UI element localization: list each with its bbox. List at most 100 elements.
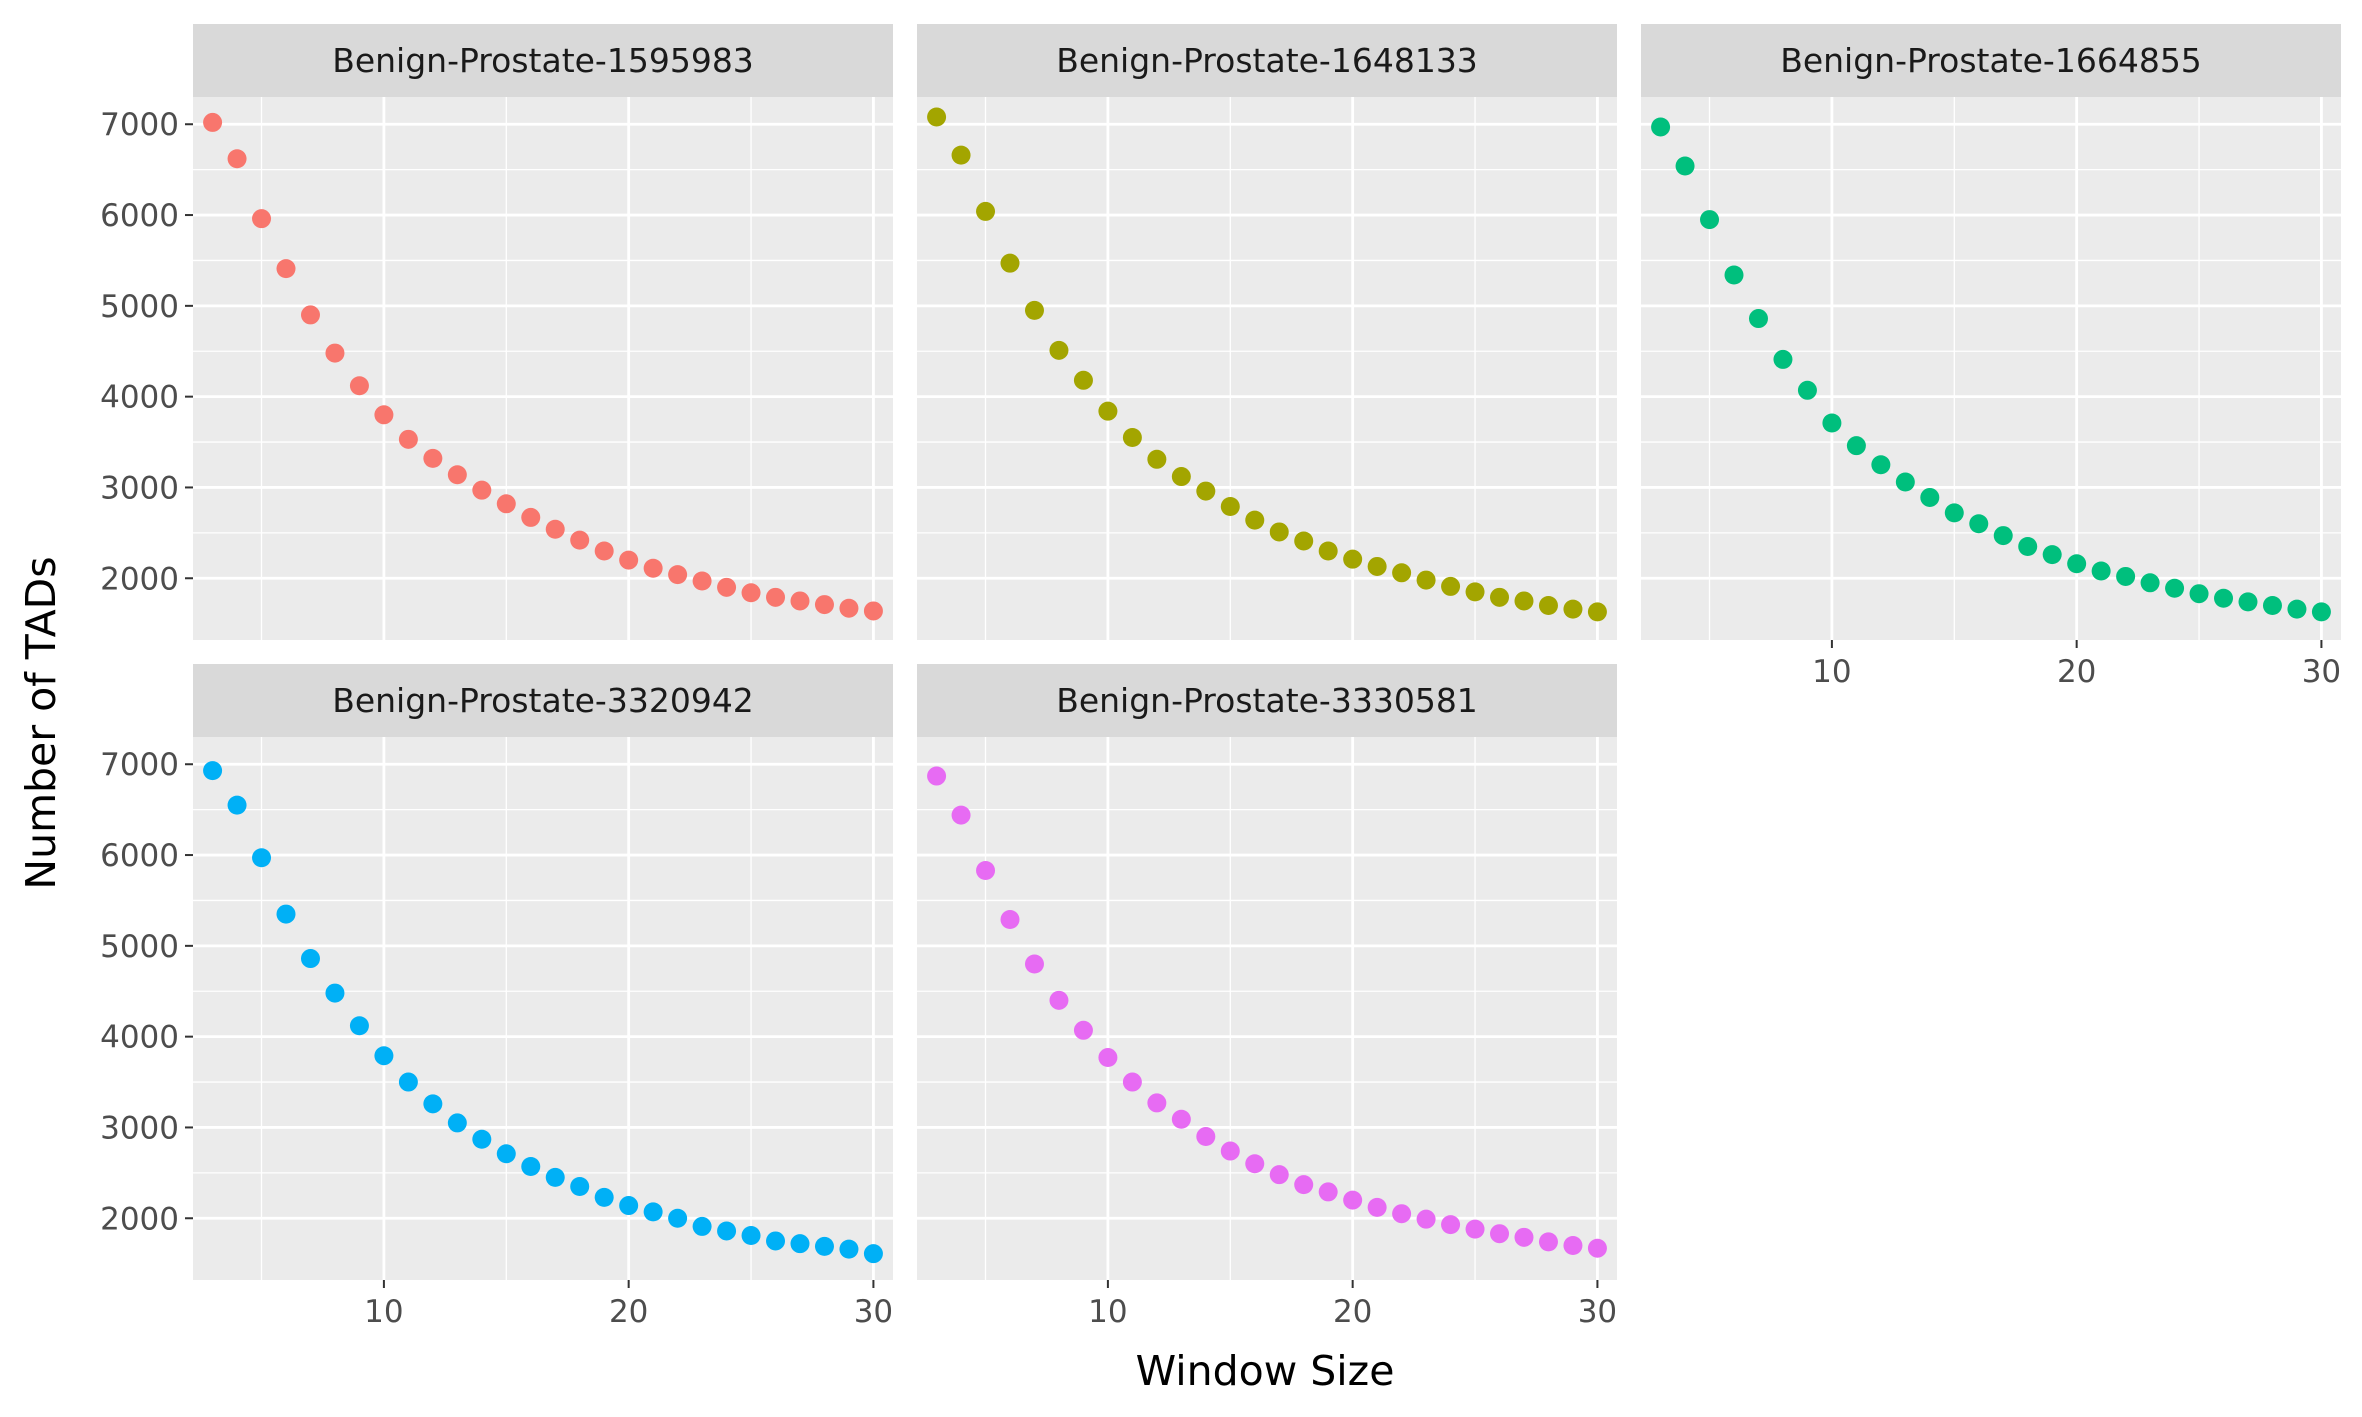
data-point [447, 465, 467, 485]
data-point [1343, 1190, 1363, 1210]
data-point [1490, 587, 1510, 607]
data-point [374, 1046, 394, 1066]
data-point [2287, 599, 2307, 619]
x-tick-label: 30 [1578, 1294, 1617, 1330]
data-point [1846, 436, 1866, 456]
y-tick-label: 6000 [100, 198, 179, 234]
y-tick-label: 2000 [100, 561, 179, 597]
data-point [1895, 472, 1915, 492]
data-point [1122, 428, 1142, 448]
data-point [300, 305, 320, 325]
data-point [1490, 1224, 1510, 1244]
data-point [325, 343, 345, 363]
data-point [1465, 582, 1485, 602]
data-point [790, 1234, 810, 1254]
panels-layer: Benign-Prostate-1595983 2000 3000 4000 5000 6… [100, 24, 2341, 1330]
data-point [692, 1216, 712, 1236]
data-point [423, 448, 443, 468]
data-point [1245, 510, 1265, 530]
data-point [814, 595, 834, 615]
x-tick-label: 10 [1088, 1294, 1127, 1330]
data-point [839, 598, 859, 618]
data-point [1748, 309, 1768, 329]
data-point [668, 565, 688, 585]
data-point [1049, 990, 1069, 1010]
data-point [1514, 591, 1534, 611]
data-point [203, 112, 223, 132]
data-point [927, 766, 947, 786]
data-point [643, 558, 663, 578]
data-point [325, 983, 345, 1003]
x-tick-label: 20 [2057, 654, 2096, 690]
facet-strip-label: Benign-Prostate-3330581 [1056, 681, 1478, 720]
data-point [643, 1202, 663, 1222]
data-point [863, 601, 883, 621]
facet-strip [1641, 24, 2341, 97]
panel-background [917, 737, 1617, 1280]
data-point [496, 1144, 516, 1164]
facet-strip-label: Benign-Prostate-3320942 [332, 681, 754, 720]
facet-strip [917, 24, 1617, 97]
data-point [252, 209, 272, 229]
y-tick-label: 3000 [100, 1110, 179, 1146]
y-tick-label: 3000 [100, 470, 179, 506]
data-point [2238, 592, 2258, 612]
data-point [790, 591, 810, 611]
data-point [521, 507, 541, 527]
facet-panel: Benign-Prostate-1664855 10 20 30 [1641, 24, 2341, 690]
data-point [276, 904, 296, 924]
data-point [1073, 1020, 1093, 1040]
data-point [863, 1244, 883, 1264]
data-point [1367, 556, 1387, 576]
data-point [1563, 599, 1583, 619]
data-point [951, 805, 971, 825]
data-point [2042, 545, 2062, 565]
data-point [2189, 584, 2209, 604]
data-point [1416, 1209, 1436, 1229]
x-tick-label: 30 [854, 1294, 893, 1330]
data-point [1465, 1219, 1485, 1239]
data-point [1822, 413, 1842, 433]
data-point [1220, 1141, 1240, 1161]
data-point [1441, 1215, 1461, 1235]
y-tick-label: 2000 [100, 1201, 179, 1237]
data-point [1171, 1109, 1191, 1129]
facet-panel: Benign-Prostate-1595983 2000 3000 4000 5000 6… [100, 24, 893, 640]
data-point [1538, 1232, 1558, 1252]
x-tick-label: 10 [364, 1294, 403, 1330]
data-point [1147, 1093, 1167, 1113]
x-tick-label: 30 [2302, 654, 2341, 690]
data-point [1441, 576, 1461, 596]
data-point [1514, 1227, 1534, 1247]
data-point [976, 860, 996, 880]
data-point [1871, 455, 1891, 475]
data-point [594, 541, 614, 561]
data-point [741, 583, 761, 603]
data-point [1563, 1235, 1583, 1255]
y-tick-label: 5000 [100, 929, 179, 965]
data-point [1269, 1165, 1289, 1185]
data-point [1318, 541, 1338, 561]
data-point [1700, 210, 1720, 230]
data-point [1245, 1154, 1265, 1174]
data-point [496, 494, 516, 514]
x-axis-title: Window Size [1136, 1347, 1395, 1395]
data-point [1000, 253, 1020, 273]
panel-background [917, 97, 1617, 640]
data-point [1318, 1182, 1338, 1202]
y-tick-label: 6000 [100, 838, 179, 874]
data-point [227, 149, 247, 169]
y-tick-label: 4000 [100, 380, 179, 416]
x-tick-label: 20 [609, 1294, 648, 1330]
y-tick-label: 7000 [100, 747, 179, 783]
data-point [1098, 401, 1118, 421]
data-point [1538, 595, 1558, 615]
data-point [1049, 340, 1069, 360]
data-point [717, 577, 737, 597]
data-point [2214, 588, 2234, 608]
data-point [1392, 1204, 1412, 1224]
data-point [521, 1156, 541, 1176]
data-point [423, 1094, 443, 1114]
data-point [1024, 954, 1044, 974]
data-point [398, 429, 418, 449]
